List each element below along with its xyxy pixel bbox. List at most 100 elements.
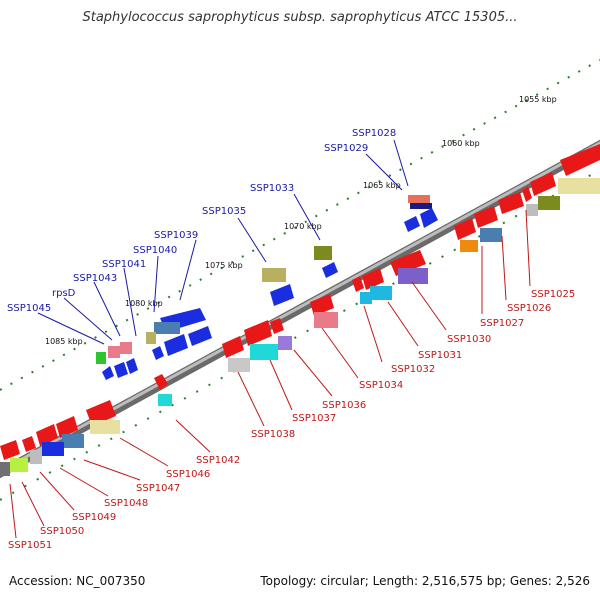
gene-label-ssp1032: SSP1032	[391, 364, 435, 375]
gene-block	[322, 262, 338, 278]
gene-block	[0, 462, 10, 476]
kbp-label-1070: 1070 kbp	[284, 222, 322, 231]
gene-block	[420, 208, 438, 228]
gene-block	[108, 346, 120, 358]
gene-block	[480, 228, 502, 242]
gene-block	[164, 334, 188, 356]
gene-label-ssp1047: SSP1047	[136, 483, 180, 494]
gene-label-ssp1040: SSP1040	[133, 245, 177, 256]
gene-block	[244, 320, 272, 346]
gene-block	[152, 346, 164, 360]
gene-block	[36, 424, 58, 446]
gene-label-ssp1046: SSP1046	[166, 469, 210, 480]
gene-block	[404, 216, 420, 232]
gene-block	[270, 284, 294, 306]
gene-block	[530, 172, 556, 196]
forward-gene-blocks	[96, 195, 438, 380]
gene-block	[360, 292, 372, 304]
gene-block	[310, 294, 334, 316]
gene-label-ssp1039: SSP1039	[154, 230, 198, 241]
genome-backbone	[0, 139, 600, 479]
gene-block	[278, 336, 292, 350]
gene-label-ssp1029: SSP1029	[324, 143, 368, 154]
gene-block	[460, 240, 478, 252]
gene-block	[314, 246, 332, 260]
kbp-label-1085: 1085 kbp	[45, 337, 83, 346]
gene-label-ssp1026: SSP1026	[507, 303, 551, 314]
gene-label-ssp1041: SSP1041	[102, 259, 146, 270]
gene-block	[228, 358, 250, 372]
gene-block	[454, 218, 476, 240]
gene-label-ssp1025: SSP1025	[531, 289, 575, 300]
gene-label-ssp1042: SSP1042	[196, 455, 240, 466]
gene-label-ssp1050: SSP1050	[40, 526, 84, 537]
gene-block	[10, 458, 28, 472]
forward-leader-lines	[37, 139, 409, 345]
gene-block	[90, 420, 120, 434]
gene-block	[126, 358, 138, 374]
gene-label-ssp1043: SSP1043	[73, 273, 117, 284]
gene-label-ssp1049: SSP1049	[72, 512, 116, 523]
gene-label-rpsd: rpsD	[52, 288, 76, 299]
gene-block	[146, 332, 156, 344]
gene-label-ssp1048: SSP1048	[104, 498, 148, 509]
reverse-leader-lines	[9, 209, 531, 539]
gene-block	[102, 366, 114, 380]
gene-block	[262, 268, 286, 282]
reverse-gene-blocks	[0, 144, 600, 476]
accession-text: Accession: NC_007350	[9, 574, 146, 588]
gene-block	[222, 336, 244, 358]
gene-block	[560, 144, 600, 176]
gene-label-ssp1045: SSP1045	[7, 303, 51, 314]
gene-block	[270, 318, 284, 334]
gene-label-ssp1027: SSP1027	[480, 318, 524, 329]
kbp-label-1060: 1060 kbp	[442, 139, 480, 148]
gene-block	[408, 195, 430, 203]
gene-label-ssp1035: SSP1035	[202, 206, 246, 217]
gene-label-ssp1028: SSP1028	[352, 128, 396, 139]
gene-label-ssp1031: SSP1031	[418, 350, 462, 361]
gene-block	[362, 268, 384, 290]
topology-text: Topology: circular; Length: 2,516,575 bp…	[260, 574, 590, 588]
gene-block	[114, 362, 128, 378]
kbp-label-1065: 1065 kbp	[363, 181, 401, 190]
gene-block	[42, 442, 64, 456]
gene-label-ssp1036: SSP1036	[322, 400, 366, 411]
gene-block	[526, 204, 538, 216]
gene-block	[398, 268, 428, 284]
gene-block	[314, 312, 338, 328]
gene-block	[538, 196, 560, 210]
kbp-label-1080: 1080 kbp	[125, 299, 163, 308]
gene-block	[154, 374, 168, 390]
kbp-label-1055: 1055 kbp	[519, 95, 557, 104]
gene-block	[62, 434, 84, 448]
gene-block	[22, 436, 36, 452]
gene-block	[474, 206, 498, 228]
gene-block	[370, 286, 392, 300]
gene-label-ssp1033: SSP1033	[250, 183, 294, 194]
gene-block	[30, 450, 42, 464]
kbp-label-1075: 1075 kbp	[205, 261, 243, 270]
gene-block	[352, 276, 364, 292]
gene-block	[558, 178, 600, 194]
gene-block	[250, 344, 278, 360]
gene-label-ssp1034: SSP1034	[359, 380, 403, 391]
gene-block	[158, 394, 172, 406]
gene-block	[410, 203, 432, 209]
gene-block	[498, 192, 524, 214]
gene-block	[188, 326, 212, 346]
gene-block	[56, 416, 78, 438]
gene-block	[522, 186, 532, 202]
gene-block	[120, 342, 132, 354]
gene-block	[86, 400, 116, 426]
page-title: Staphylococcus saprophyticus subsp. sapr…	[82, 10, 518, 25]
inner-tick-track	[0, 169, 600, 501]
gene-label-ssp1030: SSP1030	[447, 334, 491, 345]
gene-block	[154, 322, 180, 334]
gene-block	[0, 440, 20, 460]
gene-label-ssp1038: SSP1038	[251, 429, 295, 440]
gene-label-ssp1037: SSP1037	[292, 413, 336, 424]
gene-label-ssp1051: SSP1051	[8, 540, 52, 551]
